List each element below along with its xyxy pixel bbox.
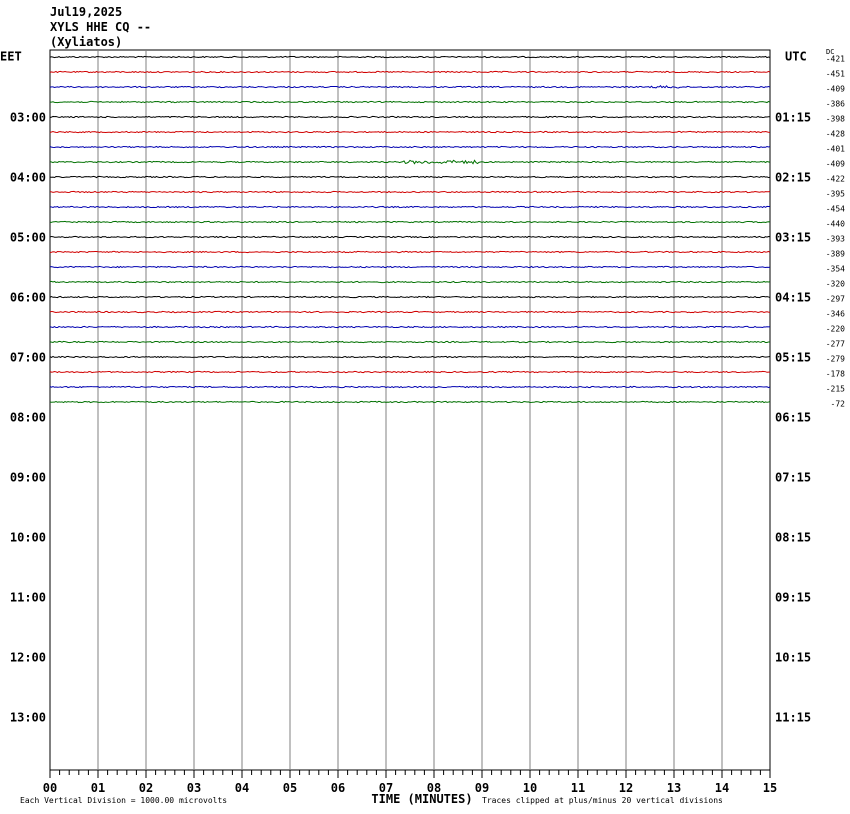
trace [49, 159, 771, 165]
dc-offset: -297 [826, 295, 845, 304]
trace [49, 55, 771, 59]
utc-hour: 01:15 [775, 111, 811, 125]
eet-hour: 13:00 [10, 711, 46, 725]
trace [49, 235, 771, 239]
eet-hour: 05:00 [10, 231, 46, 245]
scale-note: Each Vertical Division = 1000.00 microvo… [20, 796, 227, 805]
utc-hour: 06:15 [775, 411, 811, 425]
eet-hour: 10:00 [10, 531, 46, 545]
dc-offset: -421 [826, 55, 845, 64]
dc-offset: -386 [826, 100, 845, 109]
utc-hour: 02:15 [775, 171, 811, 185]
x-tick-label: 15 [763, 781, 777, 795]
x-tick-label: 02 [139, 781, 153, 795]
trace [49, 370, 771, 374]
trace [49, 400, 771, 404]
trace [49, 385, 771, 389]
eet-hour: 11:00 [10, 591, 46, 605]
dc-offset: -409 [826, 160, 845, 169]
dc-offset: -451 [826, 70, 845, 79]
utc-hour: 08:15 [775, 531, 811, 545]
x-tick-label: 11 [571, 781, 585, 795]
eet-hour: 04:00 [10, 171, 46, 185]
right-axis-label: UTC [785, 50, 807, 64]
trace [49, 220, 771, 224]
eet-hour: 07:00 [10, 351, 46, 365]
trace [49, 280, 771, 284]
utc-hour: 09:15 [775, 591, 811, 605]
dc-offset: -320 [826, 280, 845, 289]
utc-hour: 05:15 [775, 351, 811, 365]
utc-hour: 07:15 [775, 471, 811, 485]
x-tick-label: 06 [331, 781, 345, 795]
trace [49, 250, 771, 254]
x-tick-label: 14 [715, 781, 729, 795]
trace [49, 265, 771, 269]
x-tick-label: 07 [379, 781, 393, 795]
dc-offset: -428 [826, 130, 845, 139]
x-tick-label: 09 [475, 781, 489, 795]
dc-offset: -354 [826, 265, 845, 274]
x-tick-label: 05 [283, 781, 297, 795]
dc-offset: -401 [826, 145, 845, 154]
trace [49, 340, 771, 344]
eet-hour: 09:00 [10, 471, 46, 485]
trace [49, 70, 771, 74]
x-tick-label: 10 [523, 781, 537, 795]
eet-hour: 12:00 [10, 651, 46, 665]
dc-offset: -422 [826, 175, 845, 184]
x-tick-label: 01 [91, 781, 105, 795]
trace [49, 115, 771, 119]
eet-hour: 03:00 [10, 111, 46, 125]
trace [49, 100, 771, 104]
x-tick-label: 04 [235, 781, 249, 795]
dc-offset: -178 [826, 370, 845, 379]
dc-offset: -346 [826, 310, 845, 319]
dc-offset: -454 [826, 205, 845, 214]
x-axis-title: TIME (MINUTES) [371, 792, 472, 806]
trace [49, 130, 771, 134]
date: Jul19,2025 [50, 5, 122, 19]
trace [49, 85, 771, 89]
utc-hour: 04:15 [775, 291, 811, 305]
location: (Xyliatos) [50, 35, 122, 49]
eet-hour: 08:00 [10, 411, 46, 425]
station: XYLS HHE CQ -- [50, 20, 151, 34]
dc-offset: -220 [826, 325, 845, 334]
trace [49, 205, 771, 209]
left-axis-label: EET [0, 50, 22, 64]
dc-offset: -215 [826, 385, 845, 394]
utc-hour: 11:15 [775, 711, 811, 725]
dc-offset: -395 [826, 190, 845, 199]
x-tick-label: 00 [43, 781, 57, 795]
trace [49, 325, 771, 329]
dc-offset: -277 [826, 340, 845, 349]
eet-hour: 06:00 [10, 291, 46, 305]
utc-hour: 10:15 [775, 651, 811, 665]
x-tick-label: 08 [427, 781, 441, 795]
x-tick-label: 13 [667, 781, 681, 795]
dc-offset: -279 [826, 355, 845, 364]
utc-hour: 03:15 [775, 231, 811, 245]
dc-offset: -440 [826, 220, 845, 229]
trace [49, 190, 771, 194]
trace [49, 175, 771, 179]
dc-label: DC [826, 48, 834, 56]
dc-offset: -72 [831, 400, 846, 409]
x-tick-label: 03 [187, 781, 201, 795]
trace [49, 310, 771, 314]
dc-offset: -393 [826, 235, 845, 244]
dc-offset: -389 [826, 250, 845, 259]
x-tick-label: 12 [619, 781, 633, 795]
trace [49, 295, 771, 299]
dc-offset: -409 [826, 85, 845, 94]
dc-offset: -398 [826, 115, 845, 124]
trace [49, 355, 771, 359]
clip-note: Traces clipped at plus/minus 20 vertical… [482, 796, 723, 805]
plot-frame [49, 49, 771, 771]
trace [49, 145, 771, 149]
